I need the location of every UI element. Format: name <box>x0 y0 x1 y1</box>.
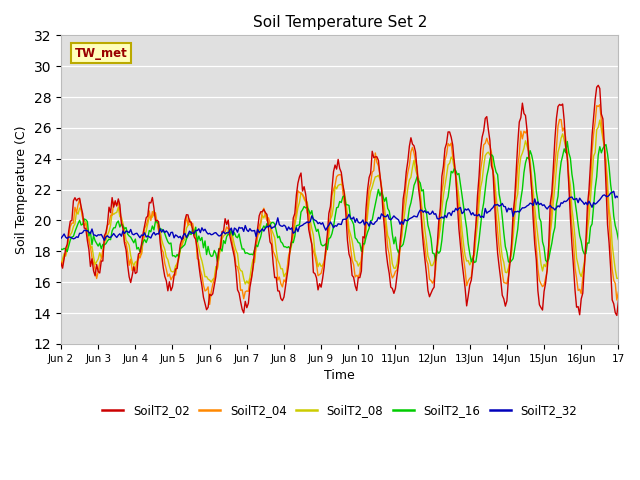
Title: Soil Temperature Set 2: Soil Temperature Set 2 <box>253 15 427 30</box>
X-axis label: Time: Time <box>324 369 355 382</box>
Legend: SoilT2_02, SoilT2_04, SoilT2_08, SoilT2_16, SoilT2_32: SoilT2_02, SoilT2_04, SoilT2_08, SoilT2_… <box>97 399 582 421</box>
Text: TW_met: TW_met <box>75 47 128 60</box>
Y-axis label: Soil Temperature (C): Soil Temperature (C) <box>15 125 28 254</box>
